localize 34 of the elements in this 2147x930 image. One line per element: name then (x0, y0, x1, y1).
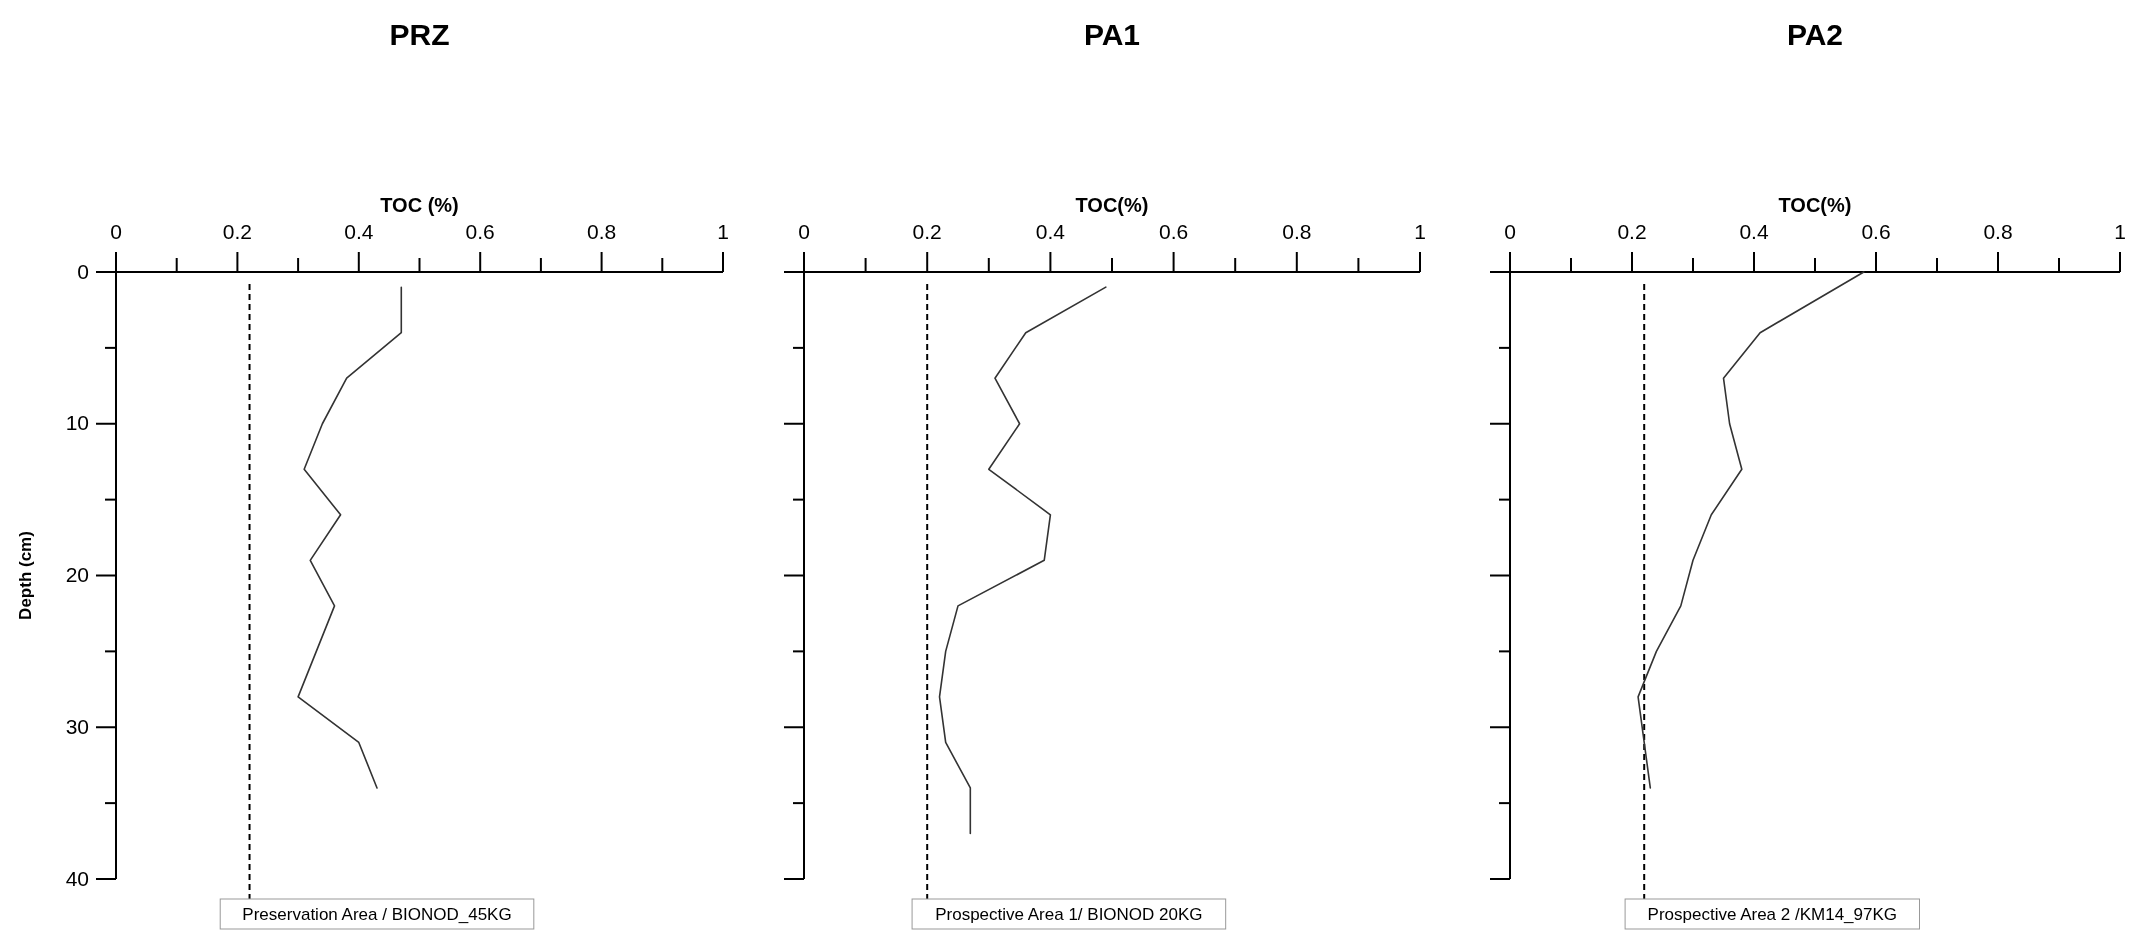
y-tick-label: 20 (65, 563, 89, 587)
text: Prospective Area 1/ BIONOD 20KG (935, 905, 1203, 924)
x-tick-label: 0.8 (1282, 220, 1312, 243)
chart-title: PA1 (1083, 18, 1141, 51)
line-series (297, 286, 403, 789)
x-axis-title: TOC(%) (1075, 194, 1149, 216)
x-tick-label: 0 (798, 220, 810, 243)
y-tick-label: 0 (77, 259, 89, 283)
y-tick-label: 30 (65, 714, 89, 738)
x-tick-label: 0.8 (587, 220, 617, 243)
x-tick-label: 0 (1504, 220, 1516, 243)
x-tick-label: 0.2 (222, 220, 252, 243)
x-tick-label: 1 (1414, 220, 1426, 243)
x-tick-label: 1 (2114, 220, 2126, 243)
x-tick-label: 0.2 (1617, 220, 1647, 243)
x-axis-title: TOC(%) (1778, 194, 1852, 216)
x-tick-label: 0.2 (912, 220, 942, 243)
x-tick-label: 0.4 (344, 220, 374, 243)
x-axis-title: TOC (%) (380, 194, 459, 216)
x-tick-label: 0.6 (1159, 220, 1189, 243)
text: Prospective Area 2 /KM14_97KG (1647, 905, 1898, 924)
chart-title: PRZ (389, 18, 450, 51)
x-tick-label: 0.8 (1983, 220, 2013, 243)
chart-title: PA2 (1786, 18, 1844, 51)
x-tick-label: 0 (110, 220, 122, 243)
x-tick-label: 0.6 (465, 220, 495, 243)
y-axis-title: Depth (cm) (16, 531, 35, 620)
text: Preservation Area / BIONOD_45KG (242, 905, 512, 924)
x-tick-label: 0.6 (1861, 220, 1891, 243)
y-tick-label: 40 (65, 866, 89, 890)
x-tick-label: 1 (717, 220, 729, 243)
x-tick-label: 0.4 (1739, 220, 1769, 243)
y-tick-label: 10 (65, 411, 89, 435)
x-tick-label: 0.4 (1035, 220, 1066, 243)
